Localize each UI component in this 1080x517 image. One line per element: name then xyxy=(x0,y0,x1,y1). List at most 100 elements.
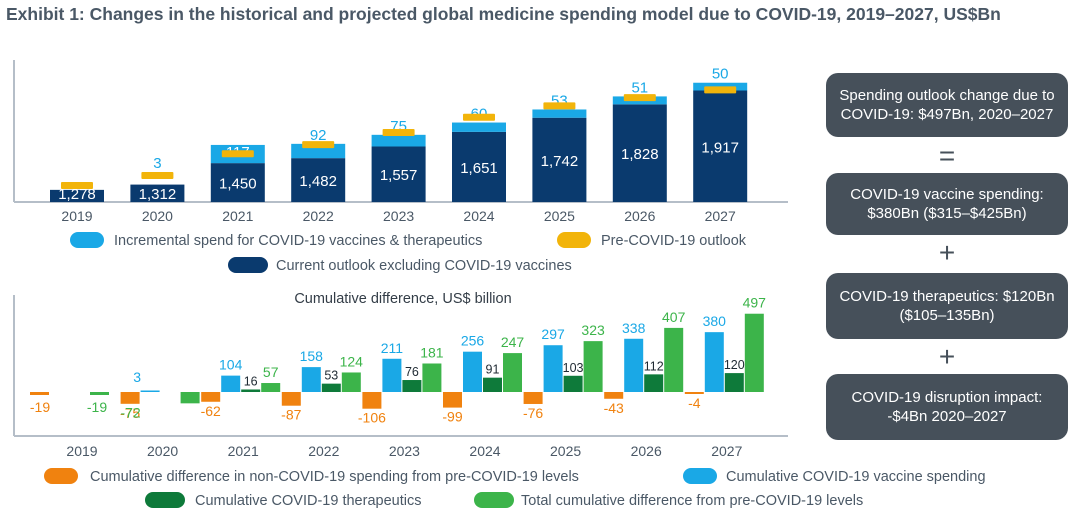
marker-pre-covid-2021 xyxy=(221,150,254,158)
bar-therapeutics-cum-2023 xyxy=(402,380,422,392)
label-incremental-2020: 3 xyxy=(153,155,161,172)
legend-swatch-1 xyxy=(70,232,104,248)
label-non-covid-diff-2021: -62 xyxy=(201,403,221,419)
outlook-change-box: Spending outlook change due to COVID-19:… xyxy=(826,73,1068,137)
bar-total-cum-2026 xyxy=(664,327,684,392)
label-total-cum-2026: 407 xyxy=(662,309,686,325)
label-current-outlook-2020: 1,312 xyxy=(139,186,177,203)
bar-current-outlook-2021 xyxy=(210,163,265,202)
label-vaccine-cum-2027: 380 xyxy=(703,313,727,329)
label-incremental-2022: 92 xyxy=(310,127,327,144)
marker-pre-covid-2024 xyxy=(463,113,495,121)
label-non-covid-diff-2024: -99 xyxy=(442,409,462,425)
label-current-outlook-2024: 1,651 xyxy=(460,160,498,177)
legend-label-3: Current outlook excluding COVID-19 vacci… xyxy=(276,258,572,274)
legend2-label-4: Total cumulative difference from pre-COV… xyxy=(521,493,863,509)
plus-sign-1: + xyxy=(938,237,956,268)
bar-total-cum-2024 xyxy=(503,353,522,392)
legend2-swatch-4 xyxy=(474,492,514,508)
bar-total-cum-2020 xyxy=(180,392,200,404)
bar-current-outlook-2024 xyxy=(452,131,506,202)
bar-non-covid-diff-2022 xyxy=(281,392,301,406)
label-non-covid-diff-2019: -19 xyxy=(30,399,50,415)
label-non-covid-diff-2023: -106 xyxy=(358,410,386,426)
chart-title: Exhibit 1: Changes in the historical and… xyxy=(6,4,1001,24)
label-current-outlook-2022: 1,482 xyxy=(299,173,337,190)
label-current-outlook-2027: 1,917 xyxy=(701,139,739,156)
legend2-label-1: Cumulative difference in non-COVID-19 sp… xyxy=(90,469,579,485)
x-tick-2-2022: 2022 xyxy=(308,443,339,459)
x-tick-2-2023: 2023 xyxy=(389,443,420,459)
marker-pre-covid-2026 xyxy=(623,94,656,102)
label-therapeutics-cum-2025: 103 xyxy=(563,361,584,375)
bar-non-covid-diff-2027 xyxy=(684,392,704,394)
x-tick-2-2019: 2019 xyxy=(66,443,97,459)
therapeutics-box: COVID-19 therapeutics: $120Bn ($105–135B… xyxy=(826,273,1068,339)
label-non-covid-diff-2025: -76 xyxy=(523,405,543,421)
label-current-outlook-2023: 1,557 xyxy=(380,167,418,184)
bar-total-cum-2027 xyxy=(744,313,764,392)
label-current-outlook-2021: 1,450 xyxy=(219,176,257,193)
disruption-impact-box: COVID-19 disruption impact: -$4Bn 2020–2… xyxy=(826,374,1068,440)
bar-therapeutics-cum-2025 xyxy=(563,375,583,392)
marker-pre-covid-2019 xyxy=(61,182,93,189)
legend2-swatch-3 xyxy=(145,492,185,508)
label-therapeutics-cum-2026: 112 xyxy=(644,359,664,373)
x-tick-2-2021: 2021 xyxy=(228,443,259,459)
marker-pre-covid-2020 xyxy=(141,172,174,179)
bar-vaccine-cum-2026 xyxy=(624,338,644,392)
legend2-label-2: Cumulative COVID-19 vaccine spending xyxy=(726,469,986,485)
bar-non-covid-diff-2019 xyxy=(30,392,49,395)
legend-swatch-2 xyxy=(557,232,591,248)
bar-therapeutics-cum-2021 xyxy=(241,389,261,392)
marker-pre-covid-2027 xyxy=(704,86,737,94)
bar-total-cum-2022 xyxy=(341,372,361,392)
label-vaccine-cum-2020: 3 xyxy=(133,369,141,385)
bar-vaccine-cum-2027 xyxy=(704,332,724,392)
label-therapeutics-cum-2027: 120 xyxy=(724,358,745,372)
x-tick-2022: 2022 xyxy=(303,208,334,224)
bar-non-covid-diff-2020 xyxy=(120,392,140,404)
bar-vaccine-cum-2024 xyxy=(463,351,482,392)
bar-therapeutics-cum-2024 xyxy=(483,377,502,392)
x-tick-2-2026: 2026 xyxy=(631,443,662,459)
label-total-cum-2022: 124 xyxy=(340,353,364,369)
label-incremental-2027: 50 xyxy=(712,66,729,83)
label-incremental-2026: 51 xyxy=(631,79,648,96)
bar-incremental-2023 xyxy=(371,134,426,147)
label-therapeutics-cum-2022: 53 xyxy=(324,369,338,383)
label-therapeutics-cum-2023: 76 xyxy=(405,365,419,379)
label-total-cum-2021: 57 xyxy=(263,364,279,380)
label-vaccine-cum-2026: 338 xyxy=(622,320,646,336)
label-total-cum-2020: -72 xyxy=(120,404,140,420)
bar-current-outlook-2022 xyxy=(291,158,346,202)
bar-total-cum-2025 xyxy=(583,341,603,392)
x-tick-2-2025: 2025 xyxy=(550,443,581,459)
label-current-outlook-2025: 1,742 xyxy=(541,153,579,170)
label-vaccine-cum-2025: 297 xyxy=(541,326,565,342)
bar-current-outlook-2020 xyxy=(130,184,185,202)
bar-total-cum-2023 xyxy=(422,363,442,392)
bar-vaccine-cum-2023 xyxy=(382,358,402,392)
bar-therapeutics-cum-2027 xyxy=(724,373,744,392)
bar-therapeutics-cum-2022 xyxy=(321,383,341,392)
bar-incremental-2025 xyxy=(532,109,587,118)
label-total-cum-2023: 181 xyxy=(420,344,444,360)
label-non-covid-diff-2022: -87 xyxy=(281,407,301,423)
legend-label-2: Pre-COVID-19 outlook xyxy=(601,233,747,249)
label-total-cum-2027: 497 xyxy=(743,295,767,311)
marker-pre-covid-2023 xyxy=(382,128,415,136)
label-vaccine-cum-2021: 104 xyxy=(219,357,243,373)
bar-vaccine-cum-2025 xyxy=(543,345,563,392)
x-tick-2020: 2020 xyxy=(142,208,173,224)
label-therapeutics-cum-2021: 16 xyxy=(244,374,258,388)
x-tick-2-2020: 2020 xyxy=(147,443,178,459)
legend2-label-3: Cumulative COVID-19 therapeutics xyxy=(195,493,421,509)
bar-vaccine-cum-2022 xyxy=(301,367,321,392)
equals-sign: = xyxy=(938,140,956,171)
label-current-outlook-2019: 1,278 xyxy=(58,186,96,203)
bar-therapeutics-cum-2026 xyxy=(644,374,664,392)
label-vaccine-cum-2022: 158 xyxy=(300,348,324,364)
spending-outlook-chart: 1,27820191,312320201,45011720211,4829220… xyxy=(13,60,788,274)
